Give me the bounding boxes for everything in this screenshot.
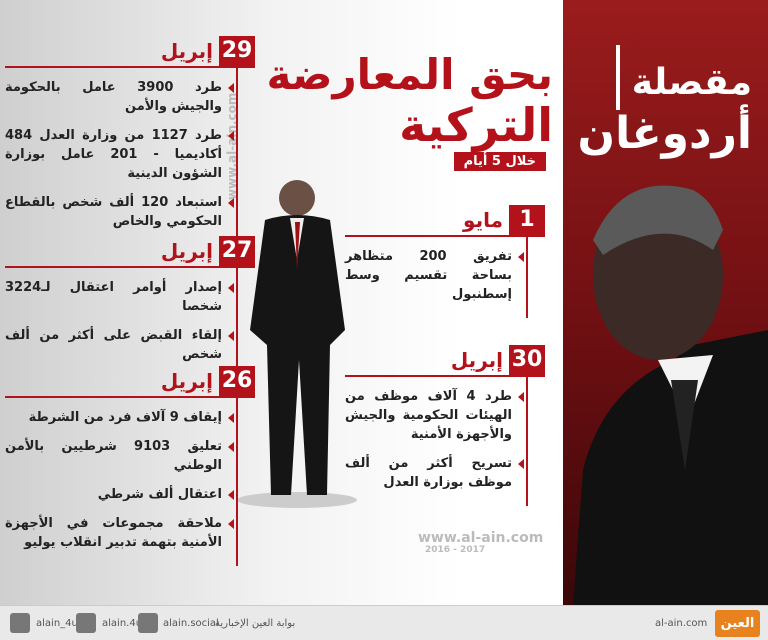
item-list: إصدار أوامر اعتقال لـ3224 شخصا إلقاء القب…	[5, 268, 238, 378]
event-item: طرد 4 آلاف موظف من الهيئات الحكومية والج…	[345, 387, 526, 444]
watermark: 2016 - 2017	[425, 545, 486, 555]
right-panel	[563, 0, 768, 605]
title: بحق المعارضة	[266, 50, 553, 99]
month: إبريل	[450, 348, 503, 372]
footer: alain_4u alain.4u alain.social بوابة الع…	[0, 605, 768, 640]
month: مايو	[463, 208, 503, 232]
section-header: 26 إبريل	[5, 366, 255, 398]
day-number: 29	[219, 36, 255, 66]
logo: العين	[715, 610, 760, 637]
instagram-icon[interactable]	[76, 613, 96, 633]
event-item: إصدار أوامر اعتقال لـ3224 شخصا	[5, 278, 236, 316]
month: إبريل	[160, 39, 213, 63]
item-list: طرد 4 آلاف موظف من الهيئات الحكومية والج…	[345, 377, 528, 506]
timeline-section: 26 إبريل إيقاف 9 آلاف فرد من الشرطة تعليق 9…	[5, 366, 255, 566]
twitter-handle[interactable]: alain_4u	[36, 618, 78, 629]
timeline-section: 30 إبريل طرد 4 آلاف موظف من الهيئات الحكوم…	[345, 345, 545, 506]
timeline-section: 1 مايو تفريق 200 متظاهر بساحة تقسيم وسط إس…	[345, 205, 545, 318]
instagram-handle[interactable]: alain.4u	[102, 618, 143, 629]
section-header: 27 إبريل	[5, 236, 255, 268]
month: إبريل	[160, 239, 213, 263]
event-item: طرد 3900 عامل بالحكومة والجيش والأمن	[5, 78, 236, 116]
timeline-section: 27 إبريل إصدار أوامر اعتقال لـ3224 شخصا إلق…	[5, 236, 255, 378]
watermark: www.al-ain.com	[418, 530, 544, 546]
facebook-handle[interactable]: alain.social	[163, 618, 219, 629]
event-item: ملاحقة مجموعات في الأجهزة الأمنية بتهمة …	[5, 514, 236, 552]
section-header: 29 إبريل	[5, 36, 255, 68]
section-header: 30 إبريل	[345, 345, 545, 377]
event-item: اعتقال ألف شرطي	[5, 485, 236, 504]
event-item: إيقاف 9 آلاف فرد من الشرطة	[5, 408, 236, 427]
month: إبريل	[160, 369, 213, 393]
event-item: طرد 1127 من وزارة العدل 484 أكاديميا - 2…	[5, 126, 236, 183]
event-item: استبعاد 120 ألف شخص بالقطاع الحكومي والخ…	[5, 193, 236, 231]
event-item: تسريح أكثر من ألف موظف بوزارة العدل	[345, 454, 526, 492]
facebook-icon[interactable]	[138, 613, 158, 633]
timeline-section: 29 إبريل طرد 3900 عامل بالحكومة والجيش وال…	[5, 36, 255, 245]
brand: أردوغان	[577, 108, 752, 159]
day-number: 30	[509, 345, 545, 375]
day-number: 1	[509, 205, 545, 235]
item-list: تفريق 200 متظاهر بساحة تقسيم وسط إسطنبول	[345, 237, 528, 318]
item-list: طرد 3900 عامل بالحكومة والجيش والأمن طرد …	[5, 68, 238, 245]
section-header: 1 مايو	[345, 205, 545, 237]
day-number: 26	[219, 366, 255, 396]
title: التركية	[399, 98, 553, 152]
portrait	[573, 45, 768, 605]
subtitle: خلال 5 أيام	[453, 152, 546, 171]
site[interactable]: al-ain.com	[655, 618, 708, 629]
item-list: إيقاف 9 آلاف فرد من الشرطة تعليق 9103 شرط…	[5, 398, 238, 566]
figure	[237, 180, 357, 508]
event-item: تفريق 200 متظاهر بساحة تقسيم وسط إسطنبول	[345, 247, 526, 304]
event-item: إلقاء القبض على أكثر من ألف شخص	[5, 326, 236, 364]
day-number: 27	[219, 236, 255, 266]
brand: مقصلة	[631, 62, 752, 103]
twitter-icon[interactable]	[10, 613, 30, 633]
portal-name: بوابة العين الإخبارية	[215, 618, 296, 629]
event-item: تعليق 9103 شرطيين بالأمن الوطني	[5, 437, 236, 475]
